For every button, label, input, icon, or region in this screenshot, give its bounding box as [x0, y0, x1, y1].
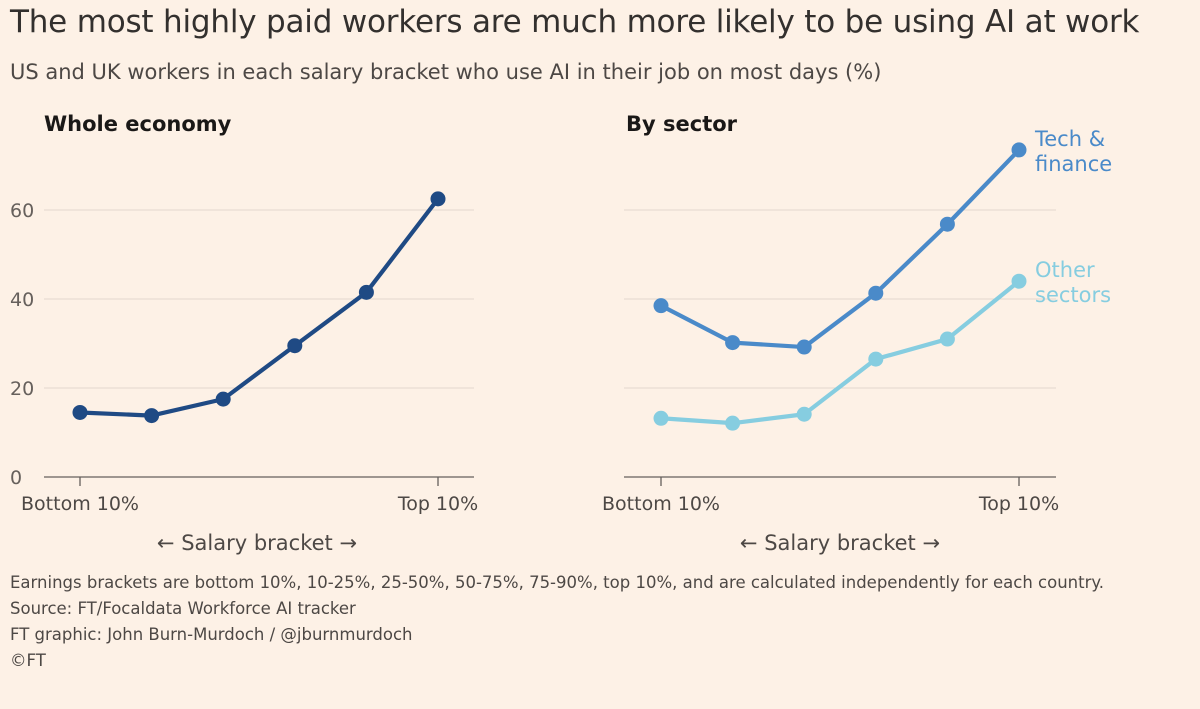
x-tick-label-bottom-10: Bottom 10%	[21, 493, 139, 515]
credit-note: FT graphic: John Burn-Murdoch / @jburnmu…	[10, 625, 413, 644]
data-point	[653, 410, 669, 426]
series-line-whole-economy	[77, 196, 441, 418]
x-axis-label-by-sector: ← Salary bracket →	[740, 531, 940, 555]
x-axis-label-whole-economy: ← Salary bracket →	[157, 531, 357, 555]
footnotes: Earnings brackets are bottom 10%, 10-25%…	[10, 570, 1104, 674]
x-tick-label-top-10: Top 10%	[397, 493, 478, 515]
grid-by-sector	[624, 209, 1056, 389]
chart-title: The most highly paid workers are much mo…	[10, 4, 1140, 40]
series-line-tech-finance	[658, 147, 1022, 350]
grid-whole-economy	[44, 209, 474, 389]
data-point	[1011, 273, 1027, 289]
y-tick-label-20: 20	[10, 378, 34, 400]
copyright-note: ©FT	[10, 651, 46, 670]
series-whole-economy	[72, 191, 446, 424]
data-point	[430, 191, 446, 207]
y-tick-label-40: 40	[10, 289, 34, 311]
series-by-sector: Tech & finance Other sectors	[653, 127, 1112, 431]
x-axis-whole-economy: Bottom 10% Top 10%	[21, 476, 478, 515]
y-axis-labels: 0 20 40 60	[10, 200, 34, 489]
data-point	[725, 335, 741, 351]
data-point	[868, 351, 884, 367]
data-point	[653, 298, 669, 314]
x-axis-by-sector: Bottom 10% Top 10%	[602, 476, 1059, 515]
data-point	[144, 408, 160, 424]
data-point	[796, 339, 812, 355]
series-label-tech-finance: Tech & finance	[1034, 127, 1112, 176]
data-point	[796, 406, 812, 422]
y-tick-label-60: 60	[10, 200, 34, 222]
x-tick-label-bottom-10: Bottom 10%	[602, 493, 720, 515]
data-point	[72, 404, 88, 420]
data-point	[868, 285, 884, 301]
data-point	[1011, 142, 1027, 158]
earnings-note: Earnings brackets are bottom 10%, 10-25%…	[10, 573, 1105, 592]
panel-title-by-sector: By sector	[626, 112, 738, 136]
series-label-other-sectors: Other sectors	[1035, 258, 1111, 307]
data-point	[939, 216, 955, 232]
data-point	[358, 284, 374, 300]
panel-by-sector: By sector Bottom 10% Top 10% ← Salary bra…	[602, 112, 1112, 555]
source-note: Source: FT/Focaldata Workforce AI tracke…	[10, 599, 356, 618]
chart-subtitle: US and UK workers in each salary bracket…	[10, 60, 882, 84]
series-line-other-sectors	[658, 279, 1022, 426]
x-tick-label-top-10: Top 10%	[978, 493, 1059, 515]
panel-title-whole-economy: Whole economy	[44, 112, 232, 136]
y-tick-label-0: 0	[10, 467, 22, 489]
data-point	[287, 338, 303, 354]
data-point	[215, 391, 231, 407]
data-point	[725, 415, 741, 431]
data-point	[939, 331, 955, 347]
